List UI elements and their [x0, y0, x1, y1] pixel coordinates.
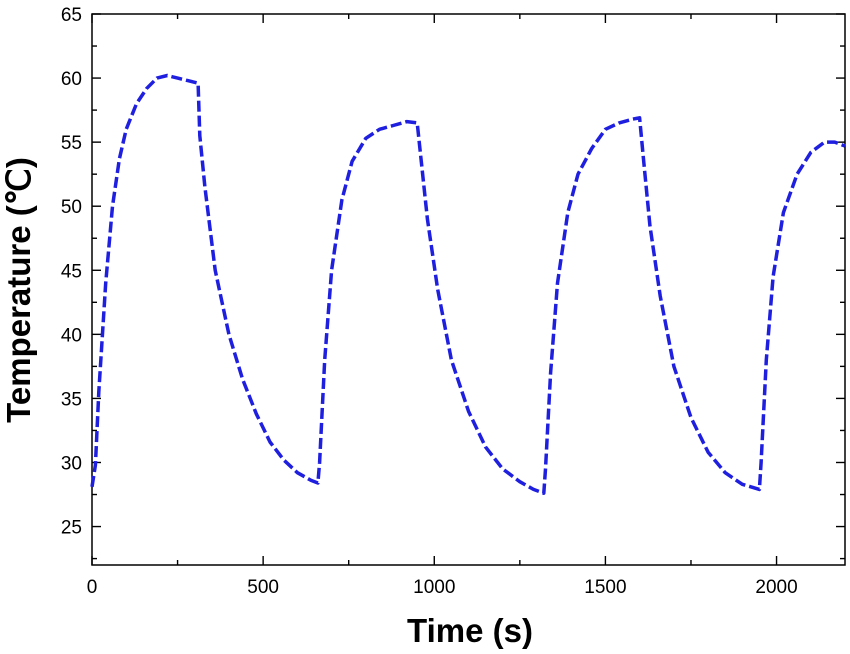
y-axis-ticks: 25 30 35 40 45 50 55 60 65 [61, 5, 845, 560]
y-tick-label: 35 [61, 389, 82, 410]
x-tick-label: 0 [87, 577, 98, 598]
x-axis-title: Time (s) [407, 612, 533, 649]
plot-frame [91, 13, 846, 566]
y-tick-label: 50 [61, 197, 82, 218]
y-tick-label: 60 [61, 69, 82, 90]
y-tick-label: 30 [61, 453, 82, 474]
y-tick-label: 25 [61, 518, 82, 539]
y-tick-label: 40 [61, 325, 82, 346]
x-tick-label: 500 [247, 577, 279, 598]
x-tick-label: 2000 [755, 577, 797, 598]
x-tick-label: 1000 [413, 577, 455, 598]
y-tick-label: 45 [61, 261, 82, 282]
y-tick-label: 65 [61, 5, 82, 26]
x-tick-label: 1500 [584, 577, 626, 598]
y-tick-label: 55 [61, 133, 82, 154]
x-axis-ticks: 0 500 1000 1500 2000 [87, 14, 798, 598]
y-axis-title: Temperature (℃) [0, 157, 37, 423]
series-layer [90, 73, 846, 495]
temperature-series-line [90, 73, 846, 495]
